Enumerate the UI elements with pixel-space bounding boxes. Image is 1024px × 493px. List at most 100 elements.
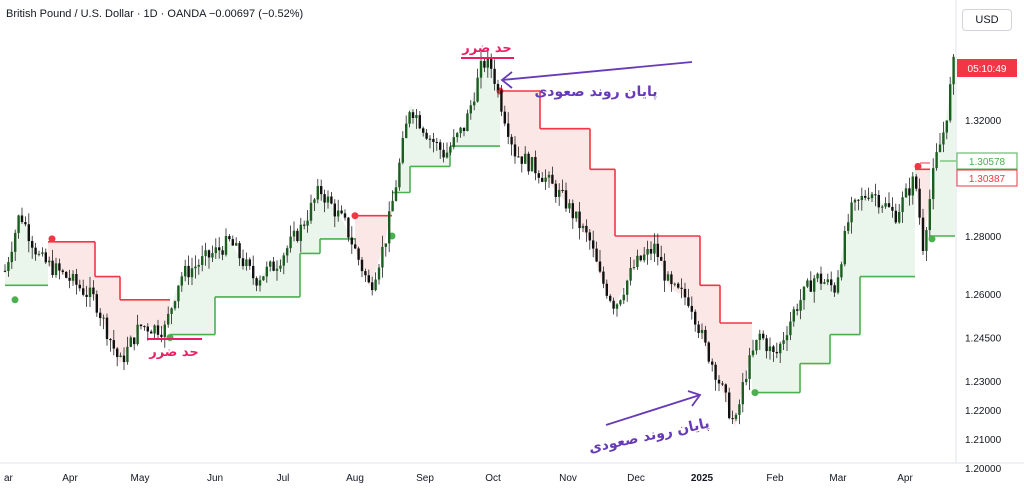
candle-body bbox=[381, 246, 384, 268]
candle-185 bbox=[632, 259, 636, 270]
candle-70 bbox=[241, 249, 245, 270]
candle-body bbox=[286, 248, 289, 256]
candle-body bbox=[592, 240, 595, 249]
candle-body bbox=[925, 230, 928, 251]
candle-body bbox=[762, 333, 765, 339]
supertrend-fill-22 bbox=[915, 169, 930, 238]
candle-151 bbox=[517, 146, 520, 158]
candle-163 bbox=[558, 183, 561, 206]
candle-88 bbox=[303, 220, 306, 230]
currency-button[interactable]: USD bbox=[962, 9, 1012, 31]
candle-198 bbox=[677, 282, 680, 290]
candle-194 bbox=[663, 253, 666, 292]
candle-209 bbox=[714, 362, 717, 391]
candle-236 bbox=[806, 278, 809, 289]
candles bbox=[3, 50, 955, 425]
candle-body bbox=[646, 249, 649, 255]
candle-36 bbox=[126, 336, 129, 365]
candle-body bbox=[670, 274, 673, 285]
candle-73 bbox=[252, 255, 255, 285]
candle-body bbox=[408, 112, 411, 124]
candle-body bbox=[935, 152, 938, 169]
candle-149 bbox=[510, 134, 513, 156]
candle-body bbox=[724, 384, 727, 393]
price-label-0: 05:10:49 bbox=[957, 59, 1017, 77]
candle-body bbox=[571, 203, 574, 219]
candle-94 bbox=[323, 189, 326, 213]
supertrend-fill-18 bbox=[752, 300, 800, 393]
candle-body bbox=[371, 282, 374, 291]
candle-67 bbox=[231, 235, 234, 246]
candle-body bbox=[228, 236, 231, 240]
supertrend-fill-6 bbox=[300, 189, 320, 254]
candle-274 bbox=[935, 143, 938, 171]
candle-136 bbox=[466, 109, 469, 132]
candle-body bbox=[952, 56, 955, 85]
supertrend-fill-20 bbox=[830, 201, 860, 335]
price-label-1: 1.30578 bbox=[956, 152, 1018, 170]
candle-body bbox=[105, 317, 109, 340]
candle-58 bbox=[201, 245, 204, 272]
candle-181 bbox=[619, 299, 622, 307]
candle-body bbox=[354, 244, 357, 249]
candle-162 bbox=[554, 179, 557, 203]
candle-body bbox=[377, 267, 381, 280]
time-axis: ar Apr May Jun Jul Aug Sep Oct Nov Dec 2025 Feb Mar A… bbox=[4, 473, 913, 484]
candle-155 bbox=[530, 156, 534, 172]
candle-body bbox=[554, 183, 557, 197]
candle-57 bbox=[197, 259, 200, 275]
candle-body bbox=[690, 305, 693, 312]
candle-102 bbox=[350, 226, 353, 254]
time-tick-label: Aug bbox=[346, 473, 364, 484]
candle-body bbox=[792, 309, 795, 322]
candle-92 bbox=[316, 178, 319, 204]
candle-80 bbox=[275, 260, 279, 281]
candle-134 bbox=[459, 126, 462, 138]
candle-125 bbox=[428, 135, 432, 149]
candle-body bbox=[54, 263, 58, 276]
candle-26 bbox=[92, 280, 95, 301]
candle-body bbox=[122, 355, 126, 363]
candle-48 bbox=[167, 306, 170, 328]
candle-66 bbox=[228, 234, 231, 242]
candle-216 bbox=[738, 399, 741, 425]
candle-261 bbox=[891, 197, 894, 218]
candle-body bbox=[466, 113, 469, 132]
candle-40 bbox=[139, 324, 143, 330]
candle-body bbox=[88, 287, 92, 297]
candle-200 bbox=[683, 282, 687, 306]
candle-body bbox=[303, 224, 306, 226]
signal-dot-6 bbox=[751, 389, 759, 397]
candle-body bbox=[201, 256, 204, 265]
candle-body bbox=[194, 266, 197, 269]
candle-85 bbox=[292, 221, 296, 242]
candle-body bbox=[95, 294, 98, 313]
supertrend-fill-3 bbox=[120, 299, 170, 364]
candle-176 bbox=[602, 266, 605, 289]
candle-body bbox=[870, 194, 874, 199]
time-tick-label: Mar bbox=[829, 473, 847, 484]
candle-body bbox=[139, 324, 143, 327]
candle-body bbox=[901, 197, 904, 212]
candle-244 bbox=[833, 282, 836, 297]
candle-235 bbox=[802, 286, 806, 310]
candle-body bbox=[857, 199, 860, 201]
candle-127 bbox=[435, 137, 438, 151]
candle-body bbox=[949, 84, 952, 121]
candle-body bbox=[755, 339, 758, 351]
candle-body bbox=[945, 120, 948, 133]
candle-body bbox=[405, 123, 408, 139]
candle-body bbox=[578, 211, 581, 229]
price-tick-label: 1.22000 bbox=[965, 406, 1002, 417]
candle-254 bbox=[867, 187, 870, 201]
candle-body bbox=[833, 285, 836, 293]
candle-59 bbox=[204, 242, 207, 266]
candle-body bbox=[785, 335, 789, 341]
candle-83 bbox=[286, 245, 289, 263]
candle-body bbox=[439, 142, 442, 150]
candle-body bbox=[92, 287, 95, 295]
candle-61 bbox=[211, 245, 214, 262]
candle-body bbox=[167, 313, 170, 325]
candle-body bbox=[860, 195, 863, 201]
